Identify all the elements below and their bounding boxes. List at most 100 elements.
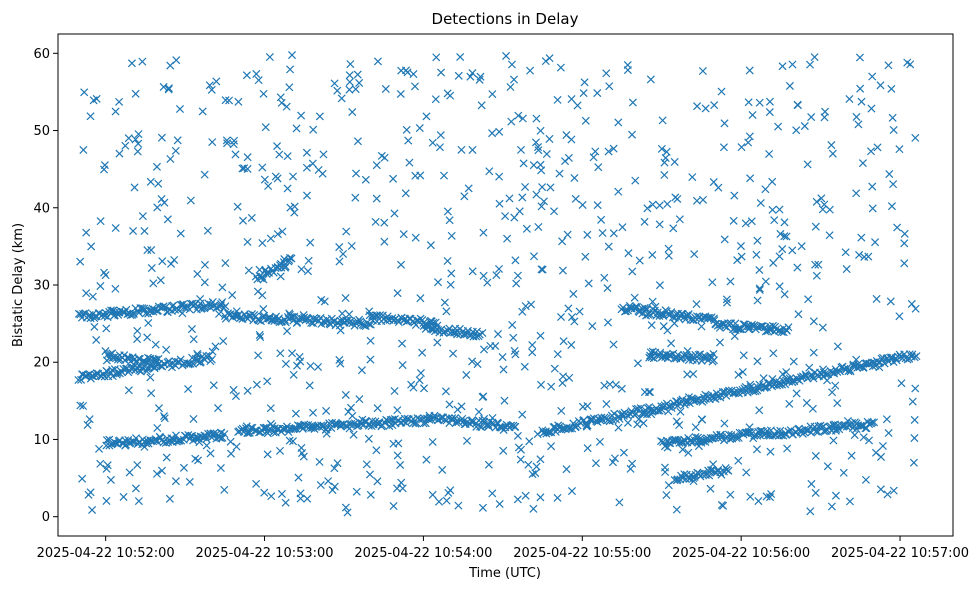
clutter-point: [782, 232, 791, 241]
clutter-point: [644, 388, 653, 397]
clutter-point: [886, 354, 896, 363]
clutter-point: [322, 406, 331, 415]
x-tick-label: 2025-04-22 10:54:00: [354, 546, 492, 561]
track-point: [364, 421, 373, 430]
clutter-point: [745, 132, 754, 141]
clutter-point: [553, 493, 562, 502]
clutter-point: [416, 368, 425, 378]
clutter-point: [547, 442, 556, 451]
clutter-point: [468, 267, 477, 276]
clutter-point: [273, 142, 282, 151]
clutter-point: [200, 170, 209, 179]
track-point: [857, 421, 866, 430]
clutter-point: [184, 384, 193, 394]
clutter-point: [399, 230, 408, 239]
clutter-point: [507, 117, 516, 126]
clutter-point: [102, 496, 111, 505]
clutter-point: [291, 409, 300, 418]
clutter-point: [256, 333, 265, 342]
clutter-point: [303, 494, 312, 503]
clutter-point: [475, 75, 484, 84]
track-point: [498, 423, 507, 432]
clutter-point: [519, 159, 528, 168]
clutter-point: [520, 362, 529, 371]
track-point: [179, 300, 188, 309]
clutter-point: [211, 342, 220, 351]
clutter-point: [698, 67, 707, 76]
clutter-point: [856, 84, 865, 93]
clutter-point: [488, 413, 497, 423]
clutter-point: [778, 370, 787, 379]
clutter-point: [754, 497, 763, 506]
clutter-point: [537, 202, 546, 211]
clutter-point: [678, 445, 687, 454]
clutter-point: [876, 485, 885, 494]
clutter-point: [264, 181, 273, 191]
clutter-point: [121, 441, 130, 450]
clutter-point: [828, 388, 837, 397]
clutter-point: [306, 361, 315, 371]
clutter-point: [593, 89, 602, 98]
clutter-point: [755, 285, 764, 294]
clutter-point: [617, 384, 626, 393]
clutter-point: [488, 90, 497, 99]
clutter-point: [276, 93, 285, 102]
clutter-point: [778, 245, 787, 254]
clutter-point: [888, 113, 897, 122]
clutter-point: [380, 153, 389, 162]
clutter-point: [746, 174, 755, 183]
clutter-point: [273, 230, 282, 239]
track-point: [429, 414, 438, 423]
data-points: [74, 51, 921, 517]
clutter-point: [110, 310, 119, 320]
y-axis-ticks: 0 10 20 30 40 50 60: [33, 47, 58, 525]
clutter-point: [162, 345, 171, 354]
clutter-point: [372, 446, 381, 455]
clutter-point: [872, 294, 881, 303]
clutter-point: [193, 456, 203, 465]
clutter-point: [151, 340, 160, 349]
clutter-point: [778, 62, 787, 71]
clutter-point: [580, 78, 589, 87]
clutter-point: [737, 143, 746, 152]
clutter-point: [868, 182, 877, 191]
clutter-point: [537, 265, 546, 274]
clutter-point: [115, 149, 124, 158]
clutter-point: [609, 340, 618, 349]
clutter-point: [208, 347, 217, 356]
clutter-point: [499, 365, 508, 374]
clutter-point: [628, 98, 637, 107]
clutter-point: [747, 217, 756, 226]
clutter-point: [366, 336, 375, 345]
clutter-point: [522, 224, 531, 233]
clutter-point: [302, 163, 311, 172]
clutter-point: [336, 359, 345, 368]
clutter-point: [252, 479, 261, 488]
track-point: [86, 314, 95, 323]
clutter-point: [498, 353, 507, 362]
clutter-point: [584, 279, 593, 288]
track-point: [452, 418, 461, 427]
clutter-point: [900, 239, 909, 248]
clutter-point: [276, 272, 285, 281]
clutter-point: [480, 414, 489, 423]
clutter-point: [366, 355, 375, 364]
track-point: [141, 358, 150, 367]
clutter-point: [443, 256, 452, 265]
clutter-point: [768, 205, 777, 214]
clutter-point: [558, 237, 567, 246]
clutter-point: [547, 382, 556, 391]
clutter-point: [229, 385, 238, 394]
clutter-point: [362, 460, 371, 469]
clutter-point: [261, 123, 270, 132]
clutter-point: [534, 222, 543, 232]
clutter-point: [662, 491, 671, 500]
clutter-point: [254, 76, 263, 85]
clutter-point: [866, 147, 876, 156]
track-point: [143, 353, 153, 362]
clutter-point: [147, 246, 156, 255]
clutter-point: [219, 337, 228, 346]
clutter-point: [96, 217, 105, 226]
clutter-point: [900, 229, 909, 238]
clutter-point: [521, 182, 530, 192]
